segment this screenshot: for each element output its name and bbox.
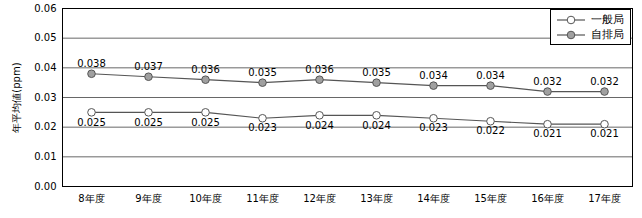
svg-text:0.01: 0.01 [34,151,56,162]
svg-text:13年度: 13年度 [360,193,393,204]
svg-text:0.021: 0.021 [590,128,619,139]
svg-text:0.024: 0.024 [305,120,334,131]
svg-text:10年度: 10年度 [189,193,222,204]
svg-text:0.036: 0.036 [191,64,220,75]
svg-text:0.00: 0.00 [34,181,56,192]
svg-text:0.032: 0.032 [590,76,619,87]
svg-text:0.032: 0.032 [533,76,562,87]
svg-text:0.023: 0.023 [248,122,277,133]
svg-text:12年度: 12年度 [303,193,336,204]
svg-text:9年度: 9年度 [135,193,161,204]
svg-text:0.036: 0.036 [305,64,334,75]
svg-text:0.034: 0.034 [476,70,505,81]
svg-text:0.035: 0.035 [248,67,277,78]
svg-text:0.022: 0.022 [476,125,505,136]
svg-text:0.025: 0.025 [77,117,106,128]
svg-text:8年度: 8年度 [78,193,104,204]
html-text:一般局: 一般局 [591,13,624,26]
svg-text:0.035: 0.035 [362,67,391,78]
svg-text:0.037: 0.037 [134,61,163,72]
svg-text:0.025: 0.025 [191,117,220,128]
svg-text:0.023: 0.023 [419,122,448,133]
svg-text:0.05: 0.05 [34,32,56,43]
svg-text:14年度: 14年度 [417,193,450,204]
svg-text:17年度: 17年度 [588,193,621,204]
svg-text:11年度: 11年度 [246,193,279,204]
svg-text:0.024: 0.024 [362,120,391,131]
svg-text:0.06: 0.06 [34,3,56,14]
html-text:自排局: 自排局 [591,28,624,41]
svg-text:0.034: 0.034 [419,70,448,81]
svg-text:0.04: 0.04 [34,62,56,73]
svg-text:0.02: 0.02 [34,121,56,132]
svg-text:0.038: 0.038 [77,58,106,69]
svg-text:16年度: 16年度 [531,193,564,204]
svg-text:0.03: 0.03 [34,92,56,103]
svg-text:年平均値(ppm): 年平均値(ppm) [11,62,22,132]
svg-text:15年度: 15年度 [474,193,507,204]
svg-text:0.021: 0.021 [533,128,562,139]
svg-text:0.025: 0.025 [134,117,163,128]
